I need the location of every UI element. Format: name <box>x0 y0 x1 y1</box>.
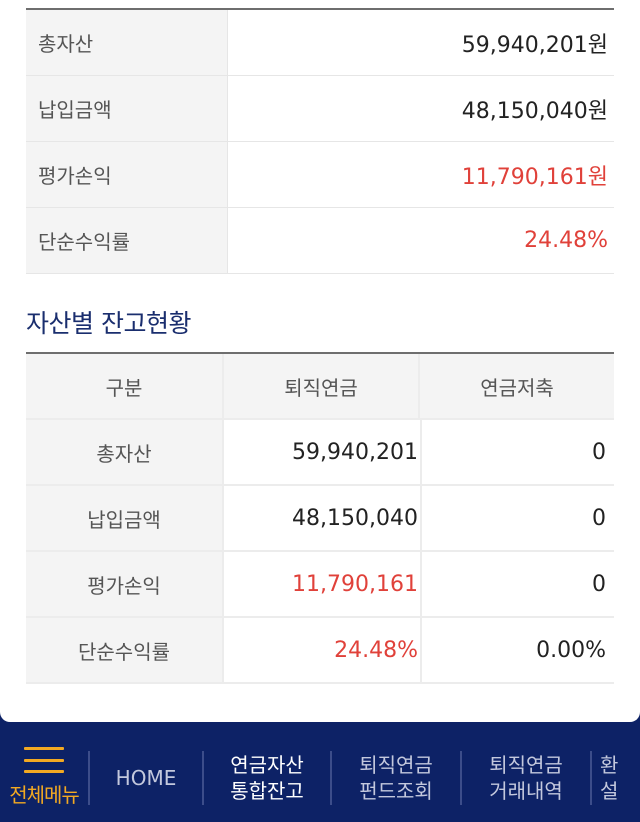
summary-label: 납입금액 <box>26 76 228 141</box>
retirement-value: 59,940,201 <box>224 420 422 484</box>
summary-row-valuation-gain: 평가손익 11,790,161원 <box>26 142 614 208</box>
nav-item-retirement-transaction-history[interactable]: 퇴직연금 거래내역 <box>462 733 590 822</box>
summary-table: 총자산 59,940,201원 납입금액 48,150,040원 평가손익 11… <box>26 8 614 274</box>
nav-item-line1: 퇴직연금 <box>489 752 563 777</box>
savings-value: 0.00% <box>536 637 606 663</box>
summary-label: 총자산 <box>26 10 228 75</box>
summary-value: 11,790,161원 <box>461 164 608 190</box>
all-menu-label: 전체메뉴 <box>9 783 80 807</box>
nav-divider <box>88 750 90 805</box>
nav-item-line1: 연금자산 <box>230 752 304 777</box>
summary-row-total-assets: 총자산 59,940,201원 <box>26 10 614 76</box>
retirement-value: 48,150,040 <box>224 486 422 550</box>
column-header-pension-savings: 연금저축 <box>480 375 554 400</box>
content-panel: 총자산 59,940,201원 납입금액 48,150,040원 평가손익 11… <box>0 0 640 722</box>
asset-balance-table: 구분 퇴직연금 연금저축 총자산 59,940,201 0 납입금액 48,15… <box>26 352 614 684</box>
retirement-value: 24.48% <box>224 618 422 682</box>
summary-value: 24.48% <box>524 228 608 253</box>
summary-label: 단순수익률 <box>26 208 228 273</box>
summary-row-return-rate: 단순수익률 24.48% <box>26 208 614 274</box>
nav-item-line1: 환 <box>600 752 619 777</box>
nav-divider <box>202 750 204 805</box>
savings-value: 0 <box>592 439 606 465</box>
nav-item-line2: 거래내역 <box>489 778 563 803</box>
nav-item-line2: 펀드조회 <box>359 778 433 803</box>
nav-item-pension-integrated-balance[interactable]: 연금자산 통합잔고 <box>204 733 330 822</box>
table-row: 총자산 59,940,201 0 <box>26 420 614 486</box>
nav-item-retirement-fund-inquiry[interactable]: 퇴직연금 펀드조회 <box>332 733 460 822</box>
summary-row-paid-amount: 납입금액 48,150,040원 <box>26 76 614 142</box>
row-label: 단순수익률 <box>26 618 224 682</box>
hamburger-icon <box>24 747 64 773</box>
nav-item-line2: 설 <box>600 778 619 803</box>
table-row: 납입금액 48,150,040 0 <box>26 486 614 552</box>
nav-item-line1: 퇴직연금 <box>359 752 433 777</box>
table-header-row: 구분 퇴직연금 연금저축 <box>26 354 614 420</box>
nav-divider <box>460 750 462 805</box>
table-row: 단순수익률 24.48% 0.00% <box>26 618 614 684</box>
bottom-navigation: 전체메뉴 HOME 연금자산 통합잔고 퇴직연금 펀드조회 퇴직연금 거래내역 … <box>0 733 640 822</box>
nav-item-partial[interactable]: 환 설 <box>592 733 620 822</box>
nav-item-line2: 통합잔고 <box>230 778 304 803</box>
summary-label: 평가손익 <box>26 142 228 207</box>
savings-value: 0 <box>592 571 606 597</box>
column-header-retirement-pension: 퇴직연금 <box>224 354 420 418</box>
home-button[interactable]: HOME <box>115 765 177 790</box>
row-label: 총자산 <box>26 420 224 484</box>
nav-divider <box>330 750 332 805</box>
savings-value: 0 <box>592 505 606 531</box>
row-label: 납입금액 <box>26 486 224 550</box>
section-title: 자산별 잔고현황 <box>26 309 191 338</box>
nav-divider <box>590 750 592 805</box>
column-header-category: 구분 <box>26 354 224 418</box>
row-label: 평가손익 <box>26 552 224 616</box>
summary-value: 48,150,040원 <box>461 98 608 124</box>
summary-value: 59,940,201원 <box>461 32 608 58</box>
table-row: 평가손익 11,790,161 0 <box>26 552 614 618</box>
all-menu-button[interactable]: 전체메뉴 <box>0 733 88 822</box>
retirement-value: 11,790,161 <box>224 552 422 616</box>
